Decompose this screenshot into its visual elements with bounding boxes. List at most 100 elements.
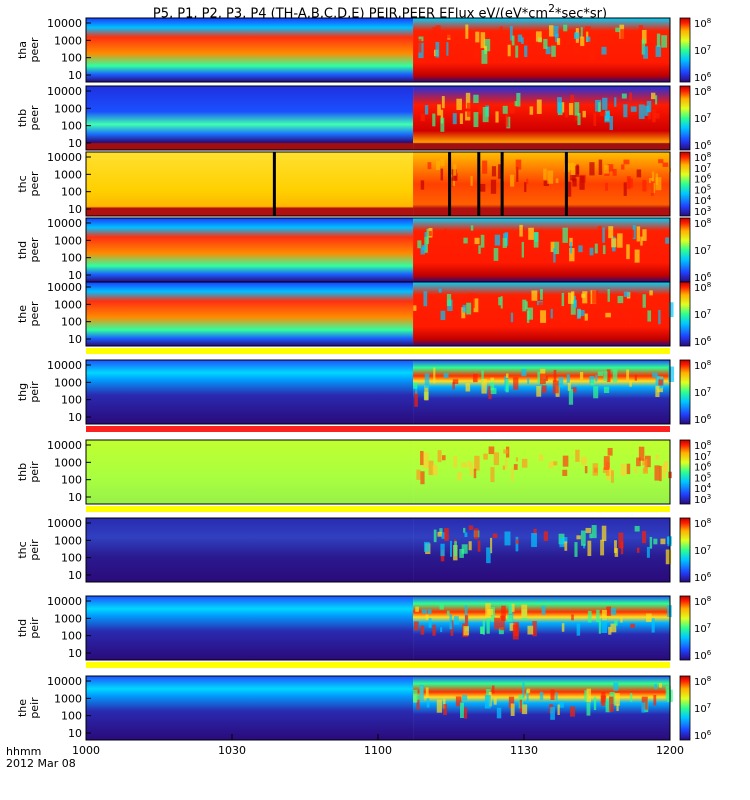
flux-patch	[450, 541, 452, 557]
flux-patch	[503, 106, 508, 114]
flux-patch	[554, 370, 557, 382]
flux-patch	[503, 466, 505, 470]
flux-patch	[617, 233, 623, 247]
panel-y-label: thdpeir	[16, 617, 41, 639]
flux-patch	[481, 32, 486, 48]
colorbar	[680, 518, 690, 582]
flux-patch	[486, 547, 491, 563]
flux-patch	[567, 374, 570, 383]
flux-patch	[587, 541, 591, 556]
flux-patch	[487, 618, 490, 634]
flux-patch	[574, 542, 577, 557]
flux-patch	[428, 609, 432, 614]
flux-patch	[490, 378, 494, 383]
flux-patch	[413, 690, 417, 702]
flux-patch	[439, 604, 443, 609]
flux-patch	[653, 539, 657, 545]
flux-patch	[639, 105, 645, 119]
flux-patch	[470, 462, 473, 476]
flux-patch	[460, 113, 463, 124]
flux-patch	[668, 367, 674, 382]
colorbar-tick-label: 106	[694, 335, 712, 348]
flux-patch	[428, 162, 432, 169]
flux-patch	[434, 234, 437, 247]
flux-patch	[658, 159, 663, 163]
flux-patch	[536, 31, 542, 41]
flux-patch	[585, 26, 590, 32]
colorbar-tick-label: 106	[694, 729, 712, 742]
flux-patch	[417, 240, 421, 248]
flux-patch	[547, 170, 553, 183]
y-tick-label: 1000	[54, 298, 82, 311]
flux-patch	[549, 25, 553, 36]
flux-patch	[487, 609, 493, 615]
flux-patch	[608, 226, 613, 238]
colorbar-tick-label: 108	[694, 17, 711, 30]
x-axis-date-label: 2012 Mar 08	[6, 757, 76, 770]
y-tick-label: 1000	[54, 234, 82, 247]
flux-patch	[577, 309, 581, 319]
y-tick-label: 10	[68, 647, 82, 660]
flux-patch	[422, 245, 426, 250]
flux-patch	[593, 113, 596, 126]
y-tick-label: 10	[68, 411, 82, 424]
flux-patch	[485, 695, 491, 708]
flux-patch	[591, 380, 595, 386]
flux-patch	[437, 104, 441, 115]
flux-patch	[581, 457, 586, 465]
flux-patch	[427, 698, 430, 707]
flux-patch	[629, 381, 632, 387]
flux-patch	[557, 705, 559, 715]
flux-patch	[536, 386, 541, 397]
flux-patch	[629, 92, 632, 100]
flux-patch	[613, 369, 618, 382]
flux-patch	[464, 532, 467, 537]
flux-patch	[506, 374, 508, 378]
data-gap	[565, 152, 568, 216]
flux-patch	[453, 379, 458, 384]
x-tick-label: 1030	[218, 744, 246, 757]
flux-patch	[585, 466, 588, 473]
y-tick-label: 1000	[54, 692, 82, 705]
flux-patch	[419, 685, 423, 701]
flux-patch	[522, 242, 524, 258]
spectrogram-early	[86, 518, 413, 582]
flux-patch	[539, 302, 543, 309]
y-tick-label: 10000	[47, 517, 82, 530]
flux-patch	[500, 26, 503, 37]
panel-y-label: thepeir	[16, 697, 41, 719]
flux-patch	[621, 541, 623, 554]
flux-patch	[588, 611, 592, 623]
colorbar-tick-label: 108	[694, 85, 711, 98]
flux-patch	[444, 373, 449, 378]
colorbar-tick-label: 106	[694, 571, 712, 584]
colorbar-tick-label: 103	[694, 493, 711, 506]
flux-patch	[464, 707, 467, 718]
flux-patch	[494, 618, 500, 630]
flux-patch	[426, 229, 429, 244]
data-gap	[501, 152, 504, 216]
flux-patch	[614, 97, 616, 107]
flux-patch	[620, 617, 622, 622]
flux-patch	[579, 176, 584, 190]
flux-patch	[424, 542, 430, 552]
y-tick-label: 10000	[47, 151, 82, 164]
flux-patch	[534, 232, 539, 247]
spectrogram-late	[413, 218, 670, 282]
flux-patch	[526, 179, 528, 184]
flux-patch	[642, 229, 646, 241]
flux-patch	[527, 689, 530, 694]
spectrogram-early	[86, 676, 413, 740]
flux-patch	[657, 34, 660, 47]
y-tick-label: 10000	[47, 439, 82, 452]
flux-patch	[653, 695, 656, 705]
flux-patch	[605, 183, 608, 191]
flux-patch	[444, 528, 449, 541]
flux-patch	[578, 245, 582, 252]
flux-patch	[423, 453, 429, 469]
flux-patch	[665, 237, 669, 243]
panel-y-label: thepeer	[16, 301, 41, 327]
flux-patch	[440, 159, 444, 166]
spectrogram-late	[413, 18, 670, 82]
flux-patch	[576, 232, 580, 236]
